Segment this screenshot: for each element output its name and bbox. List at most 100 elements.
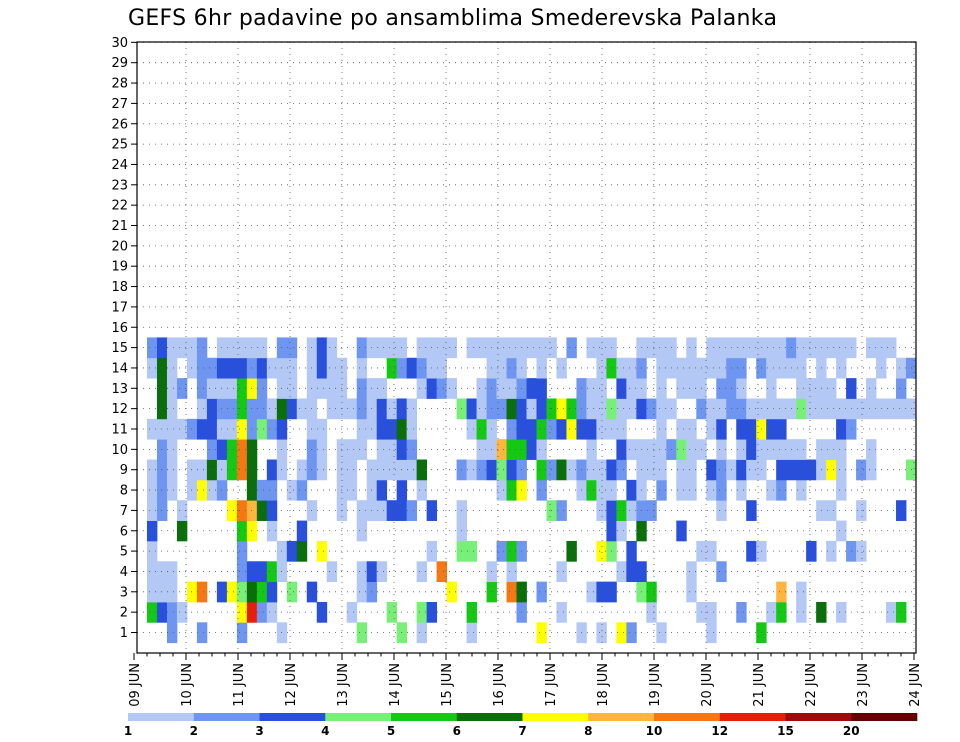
x-tick-label: 24 JUN	[908, 663, 923, 707]
heatmap-cell	[776, 601, 787, 623]
y-tick-label: 24	[111, 158, 128, 173]
heatmap-cell	[226, 378, 238, 399]
heatmap-cell	[206, 479, 218, 501]
heatmap-cell	[776, 418, 787, 440]
heatmap-cell	[236, 357, 248, 379]
heatmap-cell	[866, 337, 877, 359]
heatmap-cell	[156, 337, 168, 359]
heatmap-cell	[626, 500, 637, 521]
heatmap-cell	[356, 500, 368, 521]
heatmap-cell	[536, 378, 547, 399]
heatmap-cell	[326, 398, 338, 420]
heatmap-cell	[766, 479, 777, 501]
heatmap-cell	[376, 561, 388, 583]
heatmap-cell	[176, 601, 188, 623]
y-tick-label: 9	[120, 463, 128, 478]
heatmap-cell	[896, 378, 907, 399]
heatmap-cell	[226, 459, 238, 481]
heatmap-cell	[206, 357, 218, 379]
heatmap-cell	[276, 337, 288, 359]
heatmap-cell	[146, 459, 158, 481]
heatmap-cell	[416, 337, 428, 359]
legend-label: 6	[453, 724, 461, 738]
heatmap-cell	[146, 418, 158, 440]
heatmap-cell	[356, 520, 368, 542]
heatmap-cell	[716, 500, 727, 521]
heatmap-cell	[796, 439, 807, 460]
heatmap-cell	[276, 439, 288, 460]
heatmap-cell	[506, 561, 517, 583]
heatmap-cell	[216, 357, 228, 379]
heatmap-cell	[226, 418, 238, 440]
heatmap-cell	[476, 418, 487, 440]
heatmap-cell	[716, 378, 727, 399]
heatmap-cell	[496, 357, 507, 379]
heatmap-cell	[356, 418, 368, 440]
y-tick-label: 19	[111, 260, 128, 275]
heatmap-cell	[506, 540, 517, 562]
heatmap-cell	[256, 561, 268, 583]
heatmap-cell	[736, 418, 747, 440]
heatmap-cell	[656, 398, 667, 420]
heatmap-cell	[766, 357, 777, 379]
heatmap-cell	[166, 622, 178, 644]
heatmap-cell	[716, 479, 727, 501]
heatmap-cell	[596, 337, 607, 359]
y-tick-label: 22	[111, 199, 128, 214]
heatmap-cell	[376, 459, 388, 481]
heatmap-cell	[686, 561, 697, 583]
heatmap-cell	[226, 439, 238, 460]
heatmap-cell	[356, 357, 368, 379]
heatmap-cell	[316, 439, 328, 460]
heatmap-cell	[386, 418, 398, 440]
heatmap-cell	[296, 398, 308, 420]
heatmap-cell	[146, 581, 158, 603]
heatmap-cell	[296, 479, 308, 501]
heatmap-cell	[806, 337, 817, 359]
heatmap-cell	[196, 337, 208, 359]
heatmap-cell	[346, 459, 358, 481]
heatmap-cell	[706, 601, 717, 623]
x-tick-label: 23 JUN	[856, 663, 871, 707]
heatmap-cell	[596, 581, 607, 603]
heatmap-cell	[506, 459, 517, 481]
heatmap-cell	[276, 622, 288, 644]
heatmap-cell	[256, 418, 268, 440]
heatmap-cell	[586, 337, 597, 359]
heatmap-cell	[616, 439, 627, 460]
heatmap-cell	[236, 561, 248, 583]
x-tick-label: 18 JUN	[596, 663, 611, 707]
heatmap-cell	[436, 337, 448, 359]
heatmap-cell	[166, 581, 178, 603]
heatmap-cell	[616, 378, 627, 399]
heatmap-cell	[496, 540, 507, 562]
legend-swatch	[654, 713, 721, 721]
heatmap-cell	[346, 479, 358, 501]
heatmap-cell	[416, 601, 428, 623]
y-tick-label: 6	[120, 524, 128, 539]
heatmap-cell	[556, 418, 567, 440]
legend-swatch	[719, 713, 786, 721]
heatmap-cell	[246, 337, 258, 359]
heatmap-cell	[536, 337, 547, 359]
heatmap-cell	[736, 357, 747, 379]
heatmap-cell	[266, 500, 278, 521]
heatmap-cell	[236, 540, 248, 562]
heatmap-cell	[466, 418, 477, 440]
heatmap-cell	[596, 418, 607, 440]
heatmap-cell	[856, 459, 867, 481]
heatmap-cell	[386, 398, 398, 420]
heatmap-cell	[376, 439, 388, 460]
heatmap-cell	[406, 439, 418, 460]
heatmap-cell	[706, 622, 717, 644]
heatmap-cell	[836, 439, 847, 460]
heatmap-cell	[246, 439, 258, 460]
heatmap-cell	[406, 357, 418, 379]
heatmap-cell	[376, 398, 388, 420]
x-tick-label: 09 JUN	[128, 663, 143, 707]
heatmap-cell	[626, 357, 637, 379]
heatmap-cell	[686, 581, 697, 603]
heatmap-cell	[246, 378, 258, 399]
heatmap-cell	[276, 398, 288, 420]
heatmap-cell	[586, 459, 597, 481]
